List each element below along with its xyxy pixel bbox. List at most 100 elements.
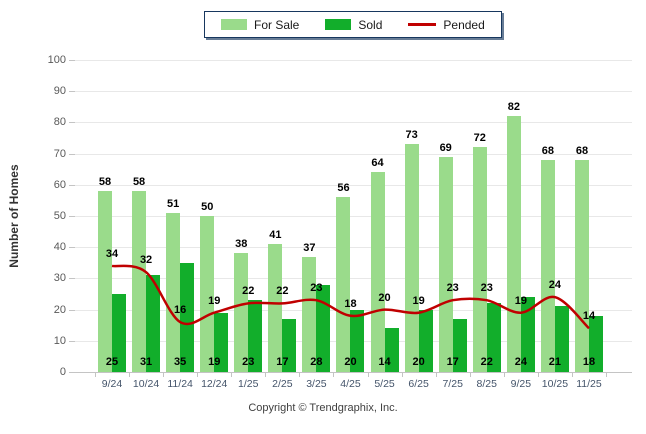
x-tick-label: 5/25 xyxy=(374,378,395,390)
for-sale-value-label: 68 xyxy=(541,144,555,157)
sold-value-label: 18 xyxy=(582,356,596,368)
y-axis-tick xyxy=(69,122,75,124)
y-axis-tick xyxy=(69,153,75,155)
x-axis-tick xyxy=(435,373,437,377)
y-tick-label: 60 xyxy=(53,178,66,191)
sold-value-label: 24 xyxy=(514,356,527,368)
x-axis-tick xyxy=(401,373,403,377)
legend-label-pended: Pended xyxy=(443,17,485,32)
x-tick-label: 10/25 xyxy=(541,378,569,390)
x-tick-label: 6/25 xyxy=(408,378,429,390)
pended-value-label: 22 xyxy=(276,285,289,298)
x-axis-tick xyxy=(537,373,539,377)
x-axis-tick xyxy=(163,373,165,377)
y-tick-label: 100 xyxy=(47,54,66,66)
y-tick-label: 50 xyxy=(53,210,66,222)
gridline xyxy=(75,91,632,93)
x-axis-tick xyxy=(606,373,607,377)
pended-value-label: 23 xyxy=(310,282,323,295)
sold-value-label: 23 xyxy=(242,356,255,368)
sold-value-label: 25 xyxy=(105,356,119,368)
for-sale-bar xyxy=(506,116,521,372)
y-axis-title: Number of Homes xyxy=(7,164,21,268)
y-tick-label: 30 xyxy=(53,272,66,285)
y-tick-label: 90 xyxy=(53,85,66,98)
pended-value-label: 14 xyxy=(582,310,596,323)
y-tick-label: 20 xyxy=(53,303,66,316)
for-sale-bar xyxy=(268,244,283,372)
sold-bar xyxy=(588,315,603,372)
sold-bar xyxy=(282,318,297,372)
for-sale-bar xyxy=(302,256,317,372)
legend-item-for-sale: For Sale xyxy=(221,19,299,31)
x-tick-label: 12/24 xyxy=(201,378,228,390)
x-tick-label: 11/25 xyxy=(576,378,602,390)
y-tick-label: 70 xyxy=(53,147,66,160)
sold-value-label: 19 xyxy=(208,356,221,368)
x-axis-tick xyxy=(94,373,96,377)
pended-value-label: 20 xyxy=(378,291,391,304)
gridline xyxy=(75,153,632,155)
x-axis-tick xyxy=(265,373,267,377)
x-axis-tick xyxy=(571,373,573,377)
y-axis-tick xyxy=(69,184,75,186)
sold-bar xyxy=(384,328,399,372)
x-axis-tick xyxy=(299,373,301,377)
for-sale-value-label: 73 xyxy=(405,129,418,142)
x-axis-tick xyxy=(333,373,335,377)
legend-label-for-sale: For Sale xyxy=(254,17,300,32)
for-sale-value-label: 82 xyxy=(507,101,520,114)
for-sale-value-label: 56 xyxy=(337,182,350,195)
gridline xyxy=(75,247,632,249)
for-sale-bar xyxy=(336,197,351,372)
sold-value-label: 21 xyxy=(548,356,562,368)
pended-value-label: 16 xyxy=(174,304,187,317)
x-tick-label: 11/24 xyxy=(167,378,193,390)
y-axis-tick xyxy=(69,372,75,373)
for-sale-value-label: 51 xyxy=(167,197,180,210)
for-sale-bar xyxy=(370,172,385,372)
y-axis-tick xyxy=(69,91,75,93)
sold-value-label: 20 xyxy=(344,356,357,368)
pended-value-label: 19 xyxy=(514,294,527,307)
legend-label-sold: Sold xyxy=(358,17,383,32)
gridline xyxy=(75,122,632,124)
x-tick-label: 3/25 xyxy=(306,378,327,390)
y-axis-tick xyxy=(69,247,75,249)
pended-value-label: 22 xyxy=(242,285,255,298)
x-tick-label: 10/24 xyxy=(132,378,160,390)
x-tick-label: 1/25 xyxy=(238,378,259,390)
for-sale-bar xyxy=(540,159,555,372)
for-sale-value-label: 68 xyxy=(575,144,589,157)
y-tick-label: 0 xyxy=(59,366,66,378)
x-tick-label: 2/25 xyxy=(272,378,293,390)
x-tick-label: 7/25 xyxy=(442,378,463,390)
x-tick-label: 8/25 xyxy=(476,378,497,390)
for-sale-bar xyxy=(98,191,112,372)
x-axis-tick xyxy=(197,373,199,377)
pended-value-label: 32 xyxy=(139,254,153,267)
for-sale-value-label: 69 xyxy=(439,141,452,154)
pended-value-label: 23 xyxy=(480,282,493,295)
for-sale-value-label: 37 xyxy=(303,241,316,254)
pended-value-label: 24 xyxy=(548,279,562,292)
for-sale-bar xyxy=(166,212,181,372)
sold-value-label: 28 xyxy=(310,356,323,368)
for-sale-value-label: 58 xyxy=(98,176,112,189)
x-tick-label: 9/25 xyxy=(510,378,532,390)
for-sale-bar xyxy=(574,159,589,372)
pended-value-label: 23 xyxy=(446,282,459,295)
y-tick-label: 80 xyxy=(53,116,66,129)
x-axis-tick xyxy=(129,373,131,377)
x-axis-tick xyxy=(367,373,369,377)
for-sale-bar xyxy=(404,144,419,372)
pended-value-label: 19 xyxy=(412,294,425,307)
legend-item-sold: Sold xyxy=(325,19,382,31)
legend-item-pended: Pended xyxy=(408,17,485,32)
y-axis-tick xyxy=(69,309,75,311)
sold-value-label: 14 xyxy=(378,356,391,368)
for-sale-bar xyxy=(132,191,147,372)
pended-value-label: 18 xyxy=(344,297,357,310)
sold-value-label: 31 xyxy=(139,356,153,368)
